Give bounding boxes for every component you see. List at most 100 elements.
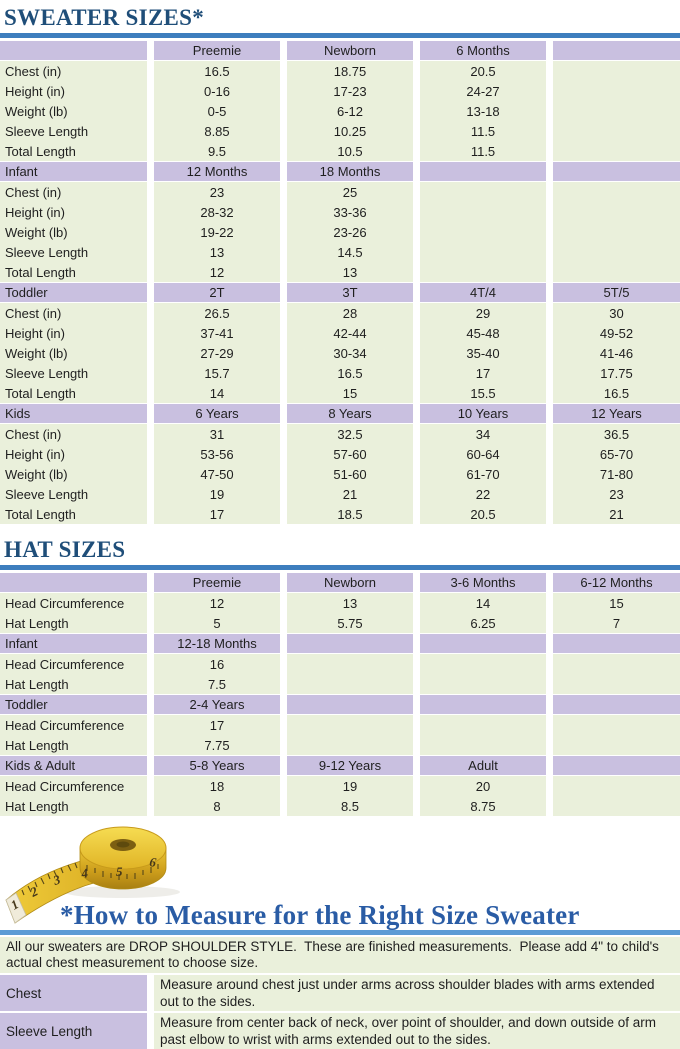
value-cell: 13	[280, 593, 413, 613]
tape-metal-tip	[5, 892, 27, 924]
value-cell	[546, 222, 680, 242]
value-cell: 17	[147, 504, 280, 524]
value-cell: 23	[147, 182, 280, 202]
table-row: Chest (in) 26.5 28 29 30	[0, 303, 680, 323]
section-header-row: Infant 12-18 Months	[0, 633, 680, 654]
section-header-row: Kids & Adult 5-8 Years 9-12 Years Adult	[0, 755, 680, 776]
value-cell	[546, 796, 680, 816]
section-title-cell: Kids & Adult	[0, 755, 147, 776]
value-cell: 25	[280, 182, 413, 202]
table-row: Total Length 9.5 10.5 11.5	[0, 141, 680, 161]
table-row: Weight (lb) 19-22 23-26	[0, 222, 680, 242]
measure-instruction: Measure from center back of neck, over p…	[154, 1013, 680, 1049]
table-row: Chest (in) 16.5 18.75 20.5	[0, 61, 680, 81]
value-cell: 20.5	[413, 61, 546, 81]
size-header-cell	[280, 694, 413, 715]
table-row: Height (in) 37-41 42-44 45-48 49-52	[0, 323, 680, 343]
value-cell	[413, 654, 546, 674]
value-cell: 26.5	[147, 303, 280, 323]
value-cell: 21	[546, 504, 680, 524]
size-header-cell: 6 Months	[413, 40, 546, 61]
row-label-cell: Weight (lb)	[0, 222, 147, 242]
table-row: Height (in) 0-16 17-23 24-27	[0, 81, 680, 101]
value-cell: 10.25	[280, 121, 413, 141]
value-cell: 16	[147, 654, 280, 674]
value-cell	[280, 715, 413, 735]
table-row: Height (in) 53-56 57-60 60-64 65-70	[0, 444, 680, 464]
value-cell: 51-60	[280, 464, 413, 484]
value-cell: 20.5	[413, 504, 546, 524]
value-cell	[546, 81, 680, 101]
value-cell	[280, 674, 413, 694]
value-cell	[280, 654, 413, 674]
measuring-tape-image: 1 2 3 4 5 6	[5, 826, 180, 924]
size-header-cell: 6-12 Months	[546, 572, 680, 593]
value-cell	[413, 222, 546, 242]
size-header-cell: 12-18 Months	[147, 633, 280, 654]
section-header-row: Kids 6 Years 8 Years 10 Years 12 Years	[0, 403, 680, 424]
value-cell: 15.5	[413, 383, 546, 403]
size-header-cell	[546, 40, 680, 61]
value-cell	[413, 262, 546, 282]
value-cell: 42-44	[280, 323, 413, 343]
value-cell	[546, 101, 680, 121]
value-cell: 8.85	[147, 121, 280, 141]
size-header-cell: 18 Months	[280, 161, 413, 182]
size-header-cell: 12 Years	[546, 403, 680, 424]
section-title-cell: Infant	[0, 161, 147, 182]
value-cell: 19	[147, 484, 280, 504]
size-header-cell: 5-8 Years	[147, 755, 280, 776]
hat-size-table: Preemie Newborn 3-6 Months 6-12 Months Head …	[0, 572, 680, 816]
row-label-cell: Sleeve Length	[0, 121, 147, 141]
table-row: Sleeve Length 15.7 16.5 17 17.75	[0, 363, 680, 383]
row-label-cell: Chest (in)	[0, 61, 147, 81]
value-cell	[546, 262, 680, 282]
row-label-cell: Head Circumference	[0, 654, 147, 674]
table-row: Height (in) 28-32 33-36	[0, 202, 680, 222]
sizing-chart-page: SWEATER SIZES* Preemie Newborn 6 Months Che…	[0, 5, 680, 1049]
value-cell: 14.5	[280, 242, 413, 262]
row-label-cell: Chest (in)	[0, 424, 147, 444]
value-cell	[413, 202, 546, 222]
value-cell: 31	[147, 424, 280, 444]
row-label-cell: Sleeve Length	[0, 484, 147, 504]
row-label-cell: Total Length	[0, 504, 147, 524]
value-cell: 19-22	[147, 222, 280, 242]
size-header-cell	[546, 633, 680, 654]
value-cell	[546, 141, 680, 161]
value-cell: 7	[546, 613, 680, 633]
size-header-cell	[413, 633, 546, 654]
section-header-row: Toddler 2-4 Years	[0, 694, 680, 715]
value-cell: 20	[413, 776, 546, 796]
row-label-cell: Total Length	[0, 141, 147, 161]
value-cell: 17	[413, 363, 546, 383]
value-cell: 34	[413, 424, 546, 444]
row-label-cell: Weight (lb)	[0, 464, 147, 484]
value-cell	[546, 182, 680, 202]
size-header-cell: Preemie	[147, 40, 280, 61]
value-cell: 17-23	[280, 81, 413, 101]
value-cell: 17	[147, 715, 280, 735]
section-header-row: Infant 12 Months 18 Months	[0, 161, 680, 182]
value-cell: 22	[413, 484, 546, 504]
size-header-cell	[546, 755, 680, 776]
size-header-cell: 9-12 Years	[280, 755, 413, 776]
row-label-cell: Total Length	[0, 383, 147, 403]
value-cell: 57-60	[280, 444, 413, 464]
value-cell: 9.5	[147, 141, 280, 161]
value-cell: 12	[147, 262, 280, 282]
table-row: Head Circumference 18 19 20	[0, 776, 680, 796]
section-title-cell: Toddler	[0, 694, 147, 715]
table-row: Sleeve Length 19 21 22 23	[0, 484, 680, 504]
table-row: Total Length 12 13	[0, 262, 680, 282]
value-cell: 15	[546, 593, 680, 613]
section-title-cell	[0, 40, 147, 61]
value-cell	[413, 674, 546, 694]
size-header-cell: Preemie	[147, 572, 280, 593]
value-cell	[546, 654, 680, 674]
value-cell: 65-70	[546, 444, 680, 464]
value-cell: 10.5	[280, 141, 413, 161]
size-header-cell: 2T	[147, 282, 280, 303]
row-label-cell: Sleeve Length	[0, 242, 147, 262]
sweater-title-rule	[0, 33, 680, 38]
